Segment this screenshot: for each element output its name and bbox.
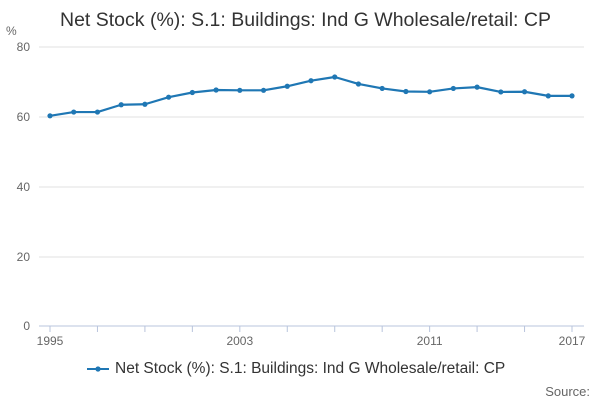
svg-text:1995: 1995 — [37, 334, 64, 348]
svg-text:2011: 2011 — [417, 334, 443, 348]
svg-text:2017: 2017 — [559, 334, 586, 348]
svg-text:20: 20 — [17, 250, 31, 264]
svg-text:60: 60 — [17, 110, 31, 124]
svg-text:80: 80 — [17, 40, 31, 54]
svg-text:40: 40 — [17, 180, 31, 194]
svg-text:0: 0 — [23, 319, 30, 333]
svg-text:2003: 2003 — [226, 334, 253, 348]
